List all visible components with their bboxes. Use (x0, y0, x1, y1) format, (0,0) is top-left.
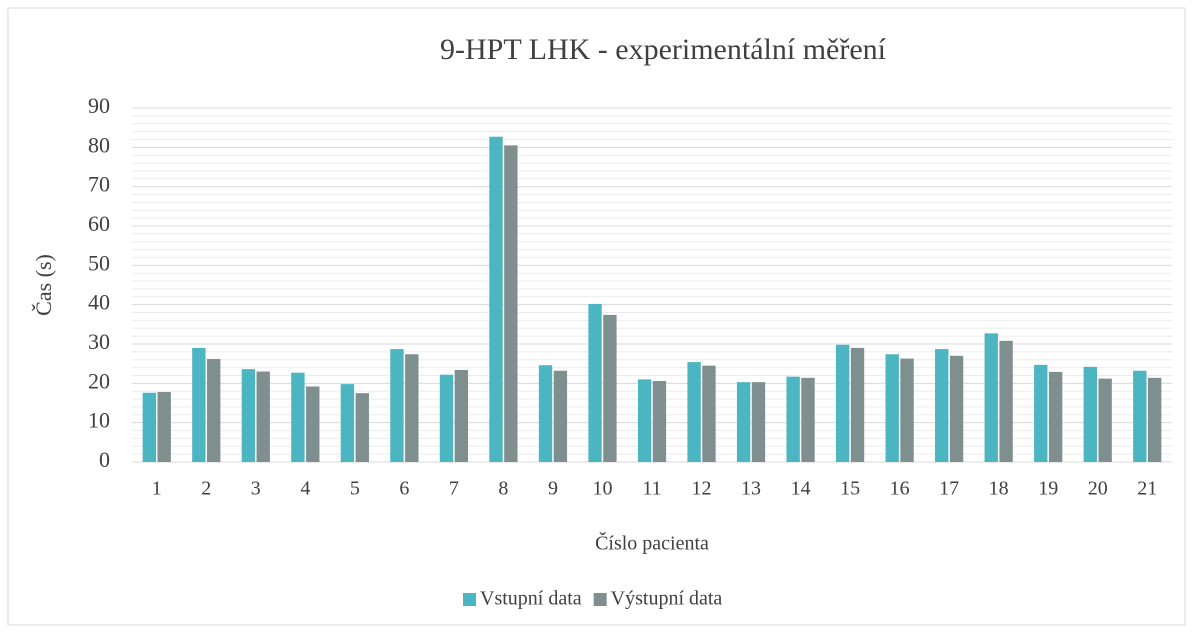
bar (702, 365, 716, 462)
bar (935, 349, 949, 462)
bar (256, 371, 270, 462)
y-tick-label: 60 (88, 211, 110, 236)
chart-title: 9-HPT LHK - experimentální měření (440, 33, 887, 66)
x-tick-label: 2 (201, 478, 211, 500)
bar (538, 365, 553, 462)
x-tick-label: 17 (939, 478, 959, 500)
bar (454, 369, 469, 462)
x-tick-label: 16 (890, 478, 910, 500)
y-tick-label: 20 (88, 368, 110, 393)
x-tick-label: 18 (989, 478, 1009, 500)
bar (850, 347, 865, 462)
x-tick-label: 7 (449, 478, 459, 500)
x-tick-label: 8 (498, 478, 508, 500)
legend-label: Vstupní data (480, 588, 582, 610)
x-axis-title: Číslo pacienta (595, 531, 709, 555)
bar (885, 354, 899, 462)
bar (1098, 378, 1112, 462)
bar (390, 349, 404, 462)
bar (340, 384, 355, 462)
x-tick-label: 5 (350, 478, 360, 500)
bar (1048, 371, 1063, 462)
bar (157, 391, 171, 462)
y-tick-label: 0 (99, 447, 110, 472)
bar (588, 303, 602, 462)
y-tick-label: 40 (88, 290, 110, 315)
x-tick-label: 14 (791, 478, 811, 500)
bar (835, 344, 850, 462)
bar (504, 145, 518, 462)
bar (736, 382, 751, 462)
x-tick-label: 15 (840, 478, 860, 500)
bar (405, 354, 419, 462)
bar (207, 358, 221, 462)
bar (1133, 370, 1147, 462)
y-tick-label: 50 (88, 250, 110, 275)
x-tick-label: 20 (1088, 478, 1108, 500)
x-tick-label: 13 (741, 478, 761, 500)
bar (900, 358, 914, 462)
x-tick-label: 21 (1137, 478, 1157, 500)
x-tick-label: 1 (152, 478, 162, 500)
bar (603, 314, 617, 462)
bar (652, 380, 667, 462)
bar (489, 136, 503, 463)
bar (687, 362, 701, 462)
bar (949, 355, 964, 462)
x-tick-label: 6 (399, 478, 409, 500)
x-tick-label: 10 (592, 478, 612, 500)
bar (801, 377, 815, 462)
legend-swatch (463, 593, 476, 606)
bar (637, 379, 652, 462)
bar (984, 333, 998, 462)
bar (1147, 377, 1162, 462)
x-tick-label: 11 (642, 478, 661, 500)
y-tick-label: 70 (88, 172, 110, 197)
y-tick-label: 90 (88, 93, 110, 118)
x-tick-label: 3 (251, 478, 261, 500)
x-tick-label: 12 (692, 478, 712, 500)
bar (786, 376, 800, 462)
bar (306, 386, 320, 462)
bar (999, 340, 1013, 462)
y-tick-label: 30 (88, 329, 110, 354)
x-tick-label: 4 (300, 478, 310, 500)
bar (553, 370, 568, 462)
x-tick-label: 9 (548, 478, 558, 500)
y-axis-title: Čas (s) (31, 254, 56, 316)
bar (291, 372, 305, 462)
legend-label: Výstupní data (611, 588, 723, 610)
y-tick-label: 10 (88, 408, 110, 433)
bar (439, 374, 454, 462)
bar (1034, 364, 1048, 462)
x-tick-label: 19 (1038, 478, 1058, 500)
bar (751, 382, 766, 462)
bar (1083, 366, 1097, 462)
bar (355, 393, 369, 462)
bar (192, 347, 206, 462)
y-tick-label: 80 (88, 132, 110, 157)
legend-swatch (593, 593, 607, 606)
bar (241, 369, 256, 462)
bar (142, 392, 157, 462)
